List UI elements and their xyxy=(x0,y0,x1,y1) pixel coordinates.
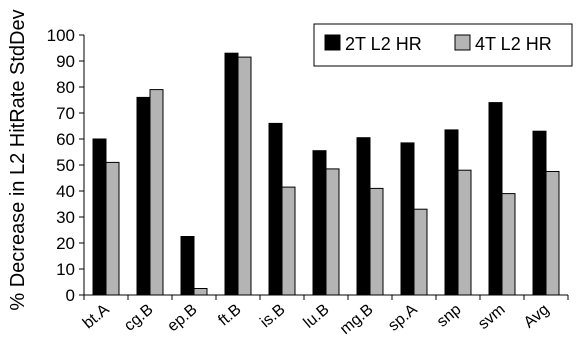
x-tick-label: is.B xyxy=(257,301,288,331)
bar-2t-avg xyxy=(532,130,547,296)
x-tick-label: bt.A xyxy=(80,301,113,333)
legend-label-4t: 4T L2 HR xyxy=(475,34,552,54)
bar-4t-is-b xyxy=(281,186,296,296)
x-tick-label: mg.B xyxy=(337,301,377,338)
bar-4t-avg xyxy=(545,171,560,296)
bar-4t-lu-b xyxy=(325,168,340,296)
y-tick-label: 50 xyxy=(56,156,75,175)
y-tick-label: 100 xyxy=(47,26,75,45)
bars xyxy=(92,52,560,296)
y-axis-ticks: 0 10 20 30 40 50 60 70 80 90 100 xyxy=(47,26,84,305)
bar-4t-cg-b xyxy=(149,89,164,296)
legend: 2T L2 HR 4T L2 HR xyxy=(313,23,573,67)
bar-4t-sp-a xyxy=(413,208,428,296)
bar-2t-sp-a xyxy=(400,142,415,296)
y-tick-label: 70 xyxy=(56,104,75,123)
y-tick-label: 90 xyxy=(56,52,75,71)
x-tick-label: Avg xyxy=(521,301,553,332)
legend-swatch-4t xyxy=(454,34,471,51)
bar-2t-ft-b xyxy=(224,52,239,296)
bar-4t-ft-b xyxy=(237,56,252,296)
y-tick-label: 40 xyxy=(56,182,75,201)
bar-2t-lu-b xyxy=(312,150,327,296)
legend-label-2t: 2T L2 HR xyxy=(345,34,422,54)
y-tick-label: 0 xyxy=(66,286,75,305)
bar-2t-is-b xyxy=(268,122,283,296)
bar-2t-ep-b xyxy=(180,236,195,296)
bar-2t-bt-a xyxy=(92,138,107,296)
y-tick-label: 60 xyxy=(56,130,75,149)
bar-2t-mg-b xyxy=(356,137,371,296)
x-tick-label: ft.B xyxy=(215,301,244,329)
bar-4t-ep-b xyxy=(193,288,208,296)
x-axis-labels: bt.A cg.B ep.B ft.B is.B lu.B mg.B sp.A snp svm Av… xyxy=(80,295,569,338)
legend-box xyxy=(313,23,573,67)
x-tick-label: ep.B xyxy=(164,301,200,335)
x-tick-label: snp xyxy=(434,301,465,331)
y-tick-label: 10 xyxy=(56,260,75,279)
bar-4t-mg-b xyxy=(369,187,384,296)
y-tick-label: 20 xyxy=(56,234,75,253)
bar-2t-cg-b xyxy=(136,96,151,296)
bar-4t-svm xyxy=(501,193,516,296)
x-tick-label: cg.B xyxy=(121,301,156,335)
y-tick-label: 30 xyxy=(56,208,75,227)
bar-2t-snp xyxy=(444,129,459,296)
x-tick-label: svm xyxy=(475,301,508,333)
bar-4t-snp xyxy=(457,169,472,296)
x-tick-label: lu.B xyxy=(301,301,333,332)
y-tick-label: 80 xyxy=(56,78,75,97)
bar-2t-svm xyxy=(488,102,503,296)
bar-4t-bt-a xyxy=(105,161,120,296)
legend-swatch-2t xyxy=(324,34,341,51)
x-tick-label: sp.A xyxy=(385,301,421,335)
y-axis-title: % Decrease in L2 HitRate StdDev xyxy=(7,9,29,310)
